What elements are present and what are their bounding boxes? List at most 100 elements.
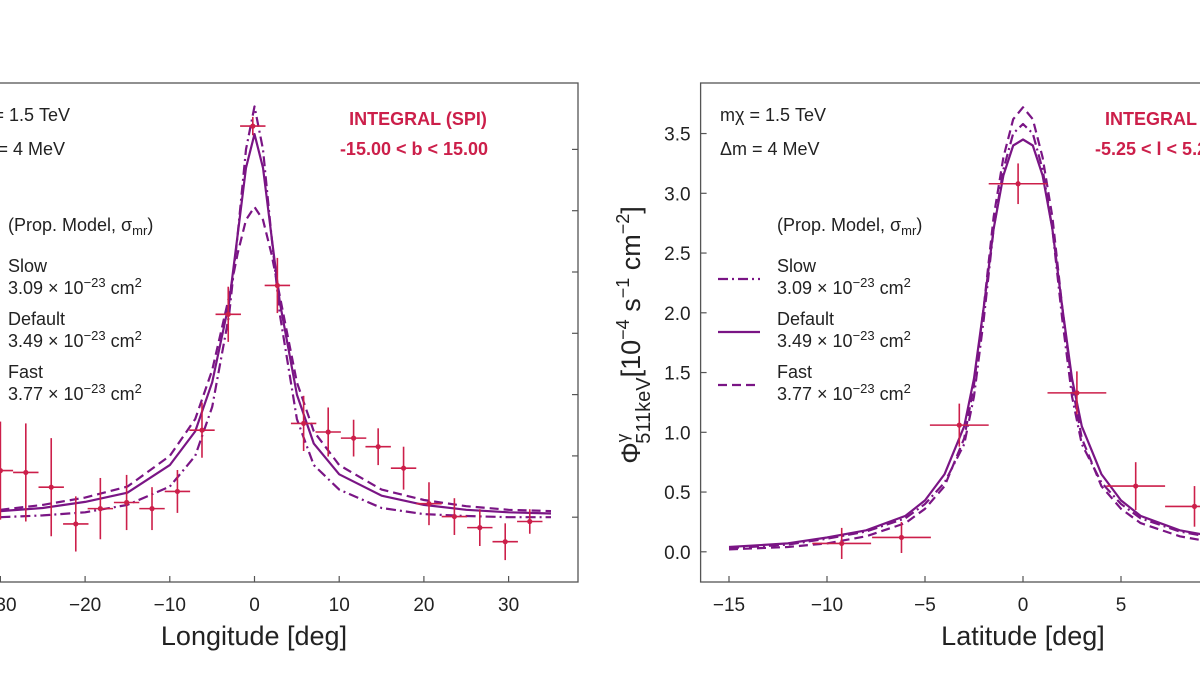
data-marker	[274, 282, 280, 289]
legend-label: Slow	[777, 256, 817, 276]
exponent: −23	[853, 275, 875, 290]
x-tick-label: 0	[1018, 595, 1029, 616]
data-point	[872, 521, 931, 553]
unit-exponent: 2	[135, 381, 142, 396]
legend-title-end: )	[916, 215, 922, 235]
data-marker	[527, 518, 533, 525]
x-tick-label: −10	[154, 595, 186, 616]
y-tick-label: 1.5	[664, 364, 690, 385]
data-point	[517, 509, 543, 534]
y-axis-label: Φγ511keV[10−4 s−1 cm−2]	[613, 206, 655, 464]
unit: cm	[875, 331, 904, 351]
unit-exponent: 2	[135, 328, 142, 343]
data-point	[1165, 486, 1200, 527]
exponent: −23	[84, 328, 106, 343]
data-marker	[174, 488, 181, 495]
y-tick-label: 2.0	[664, 304, 690, 325]
data-point	[240, 116, 266, 136]
model-curves	[0, 105, 552, 519]
data-marker	[124, 499, 130, 506]
legend-value: 3.77 × 10−23 cm2	[8, 381, 142, 404]
legend-label: Slow	[8, 256, 48, 276]
data-point	[38, 438, 64, 537]
data-point	[416, 482, 442, 526]
unit-exponent: 2	[904, 275, 911, 290]
data-point	[189, 402, 215, 458]
legend-title-end: )	[147, 215, 153, 235]
data-marker	[839, 540, 845, 547]
data-marker	[400, 465, 407, 471]
data-marker	[250, 123, 256, 129]
data-point	[1106, 462, 1166, 510]
data-point	[215, 286, 241, 342]
legend-title-sub: mr	[132, 223, 148, 238]
legend-value: 3.49 × 10−23 cm2	[8, 328, 142, 351]
data-marker	[898, 534, 905, 541]
y-tick-label: 0.5	[664, 483, 690, 504]
curve-slow	[728, 122, 1200, 550]
data-marker	[350, 435, 357, 441]
unit: cm	[106, 384, 135, 404]
delta-mass-annotation: Δm = 4 MeV	[720, 139, 820, 159]
unit: cm	[106, 331, 135, 351]
exponent: −23	[853, 328, 875, 343]
x-tick-label: 30	[498, 595, 519, 616]
data-point	[164, 469, 191, 513]
x-tick-label: 5	[1116, 595, 1127, 616]
y-tick-label: 3.5	[664, 125, 690, 146]
x-tick-label: −15	[713, 595, 745, 616]
unit-exponent: 2	[904, 381, 911, 396]
data-marker	[325, 429, 331, 435]
legend-title: (Prop. Model, σmr)	[8, 215, 153, 238]
data-point	[1047, 371, 1107, 415]
legend-value: 3.09 × 10−23 cm2	[777, 275, 911, 298]
legend-label: Fast	[777, 362, 812, 382]
x-axis-label: Longitude [deg]	[161, 621, 347, 651]
data-marker	[0, 468, 3, 474]
data-point	[290, 395, 317, 451]
coefficient: 3.77 × 10	[777, 384, 853, 404]
data-point	[441, 498, 468, 535]
data-marker	[1074, 390, 1080, 396]
data-point	[13, 423, 39, 522]
legend-value: 3.09 × 10−23 cm2	[8, 275, 142, 298]
plot-frame	[0, 82, 579, 583]
data-marker	[97, 506, 103, 512]
data-point	[113, 474, 140, 531]
data-point	[929, 403, 989, 447]
legend-title-sub: mr	[901, 223, 917, 238]
data-marker	[1133, 483, 1139, 489]
legend-value: 3.77 × 10−23 cm2	[777, 381, 911, 404]
mass-annotation: mχ = 1.5 TeV	[720, 105, 826, 125]
data-marker	[199, 427, 205, 433]
curve-default	[728, 138, 1200, 549]
data-marker	[23, 469, 29, 476]
data-marker	[301, 420, 307, 427]
x-tick-label: −5	[914, 595, 936, 616]
data-points	[0, 116, 543, 561]
legend-title: (Prop. Model, σmr)	[777, 215, 922, 238]
unit-exponent: 2	[135, 275, 142, 290]
data-marker	[73, 521, 79, 527]
data-marker	[48, 484, 54, 490]
data-point	[467, 509, 493, 547]
data-point	[0, 421, 14, 520]
coefficient: 3.09 × 10	[8, 278, 84, 298]
unit: cm	[875, 278, 904, 298]
data-point	[988, 163, 1048, 205]
x-tick-label: −20	[69, 595, 101, 616]
x-tick-label: 0	[249, 595, 260, 616]
data-point	[365, 428, 391, 466]
x-tick-label: −30	[0, 595, 17, 616]
x-axis-label: Latitude [deg]	[941, 621, 1105, 651]
instrument-label: INTEGRAL (SPI)	[349, 109, 487, 129]
data-point	[340, 419, 367, 457]
data-point	[812, 527, 872, 559]
data-marker	[477, 525, 483, 531]
curve-default	[0, 133, 552, 515]
exponent: −23	[84, 275, 106, 290]
y-tick-label: 3.0	[664, 184, 690, 205]
data-marker	[1191, 503, 1198, 509]
